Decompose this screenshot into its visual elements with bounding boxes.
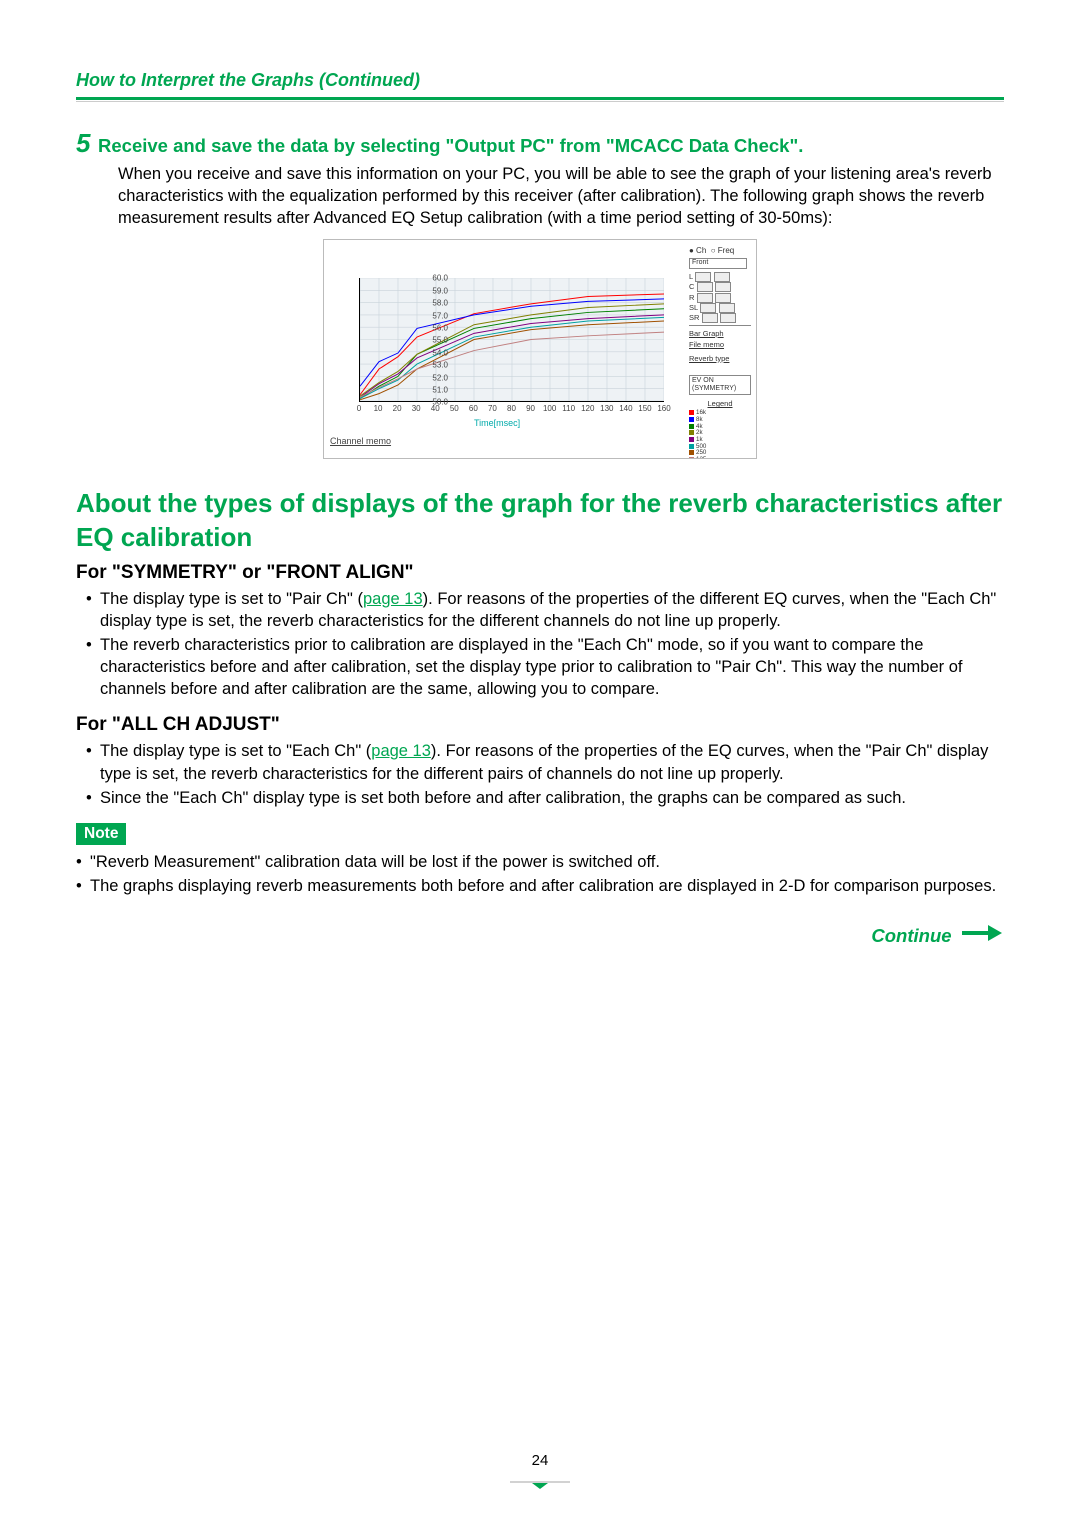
- chart-y-tick-label: 53.0: [432, 361, 448, 370]
- side-row: C: [689, 282, 751, 292]
- side-btn[interactable]: [695, 272, 711, 282]
- page-link[interactable]: page 13: [371, 742, 431, 760]
- bullet-text: The graphs displaying reverb measurement…: [90, 875, 1004, 897]
- page-number: 24: [532, 1452, 549, 1472]
- step-row: 5 Receive and save the data by selecting…: [76, 130, 1004, 158]
- header-rule: [76, 97, 1004, 102]
- chart-x-tick-label: 140: [619, 404, 632, 413]
- chart-channel-memo-label: Channel memo: [330, 436, 391, 446]
- side-row: SL: [689, 303, 751, 313]
- chart-x-tick-label: 50: [450, 404, 459, 413]
- bullet-text: "Reverb Measurement" calibration data wi…: [90, 851, 1004, 873]
- side-row: L: [689, 272, 751, 282]
- bullet-text: Since the "Each Ch" display type is set …: [100, 787, 1004, 809]
- reverb-chart: Time[msec] Channel memo ● Ch ○ Freq Front…: [323, 239, 757, 459]
- side-btn[interactable]: [697, 293, 713, 303]
- bullet-dot: •: [76, 875, 90, 897]
- filememo-link[interactable]: File memo: [689, 340, 751, 349]
- chart-x-tick-label: 120: [581, 404, 594, 413]
- chart-x-tick-label: 10: [374, 404, 383, 413]
- chart-y-tick-label: 58.0: [432, 299, 448, 308]
- chart-x-tick-label: 20: [393, 404, 402, 413]
- channel-dropdown[interactable]: Front: [689, 258, 747, 269]
- chart-y-tick-label: 52.0: [432, 373, 448, 382]
- continue-arrow-icon[interactable]: [962, 925, 1002, 946]
- section-display-types-heading: About the types of displays of the graph…: [76, 487, 1004, 554]
- reverb-type-label: Reverb type: [689, 354, 751, 363]
- chart-y-tick-label: 54.0: [432, 348, 448, 357]
- bullet-dot: •: [86, 787, 100, 809]
- chart-x-tick-label: 100: [543, 404, 556, 413]
- list-item: • The reverb characteristics prior to ca…: [86, 634, 1004, 700]
- chart-x-tick-label: 40: [431, 404, 440, 413]
- radio-ch[interactable]: ● Ch ○ Freq: [689, 246, 751, 256]
- chart-y-tick-label: 55.0: [432, 336, 448, 345]
- side-btn[interactable]: [715, 293, 731, 303]
- chart-y-tick-label: 51.0: [432, 385, 448, 394]
- side-btn[interactable]: [720, 313, 736, 323]
- side-row: SR: [689, 313, 751, 323]
- page-number-ornament-icon: [510, 1476, 570, 1494]
- reverb-type-box: EV ON(SYMMETRY): [689, 375, 751, 395]
- chart-x-tick-label: 150: [638, 404, 651, 413]
- bullet-text: The reverb characteristics prior to cali…: [100, 634, 1004, 700]
- chart-x-tick-label: 130: [600, 404, 613, 413]
- side-btn[interactable]: [715, 282, 731, 292]
- legend-title: Legend: [689, 399, 751, 408]
- bullet-text-part: The display type is set to "Pair Ch" (: [100, 590, 363, 608]
- symmetry-heading: For "SYMMETRY" or "FRONT ALIGN": [76, 562, 1004, 584]
- chart-y-tick-label: 57.0: [432, 311, 448, 320]
- bullet-text-part: The display type is set to "Each Ch" (: [100, 742, 371, 760]
- chart-side-panel: ● Ch ○ Freq Front L C R SL SR Bar Graph Fil…: [689, 246, 751, 459]
- chart-x-tick-label: 80: [507, 404, 516, 413]
- bullet-dot: •: [86, 740, 100, 784]
- side-btn[interactable]: [697, 282, 713, 292]
- step-number: 5: [76, 130, 98, 156]
- chart-x-axis-label: Time[msec]: [474, 418, 520, 428]
- list-item: • Since the "Each Ch" display type is se…: [86, 787, 1004, 809]
- note-badge: Note: [76, 823, 126, 845]
- page-header-title: How to Interpret the Graphs (Continued): [76, 70, 1004, 97]
- allch-bullets: • The display type is set to "Each Ch" (…: [86, 740, 1004, 808]
- page-footer: 24: [0, 1452, 1080, 1494]
- continue-label[interactable]: Continue: [871, 925, 951, 946]
- chart-y-tick-label: 59.0: [432, 286, 448, 295]
- chart-x-tick-label: 0: [357, 404, 361, 413]
- step-body-text: When you receive and save this informati…: [118, 164, 1004, 229]
- continue-row: Continue: [76, 925, 1004, 947]
- side-btn[interactable]: [700, 303, 716, 313]
- allch-heading: For "ALL CH ADJUST": [76, 714, 1004, 736]
- legend-body: 16k8k4k2k1k50025012563: [689, 410, 751, 459]
- note-bullets: • "Reverb Measurement" calibration data …: [76, 851, 1004, 897]
- chart-x-tick-label: 30: [412, 404, 421, 413]
- chart-x-tick-label: 110: [562, 404, 575, 413]
- chart-container: Time[msec] Channel memo ● Ch ○ Freq Front…: [76, 239, 1004, 459]
- chart-plot-area: [359, 278, 664, 402]
- list-item: • The graphs displaying reverb measureme…: [76, 875, 1004, 897]
- side-btn[interactable]: [702, 313, 718, 323]
- bullet-dot: •: [76, 851, 90, 873]
- chart-x-tick-label: 70: [488, 404, 497, 413]
- bullet-dot: •: [86, 588, 100, 632]
- list-item: • "Reverb Measurement" calibration data …: [76, 851, 1004, 873]
- bullet-dot: •: [86, 634, 100, 700]
- step-title: Receive and save the data by selecting "…: [98, 134, 803, 158]
- list-item: • The display type is set to "Pair Ch" (…: [86, 588, 1004, 632]
- side-btn[interactable]: [719, 303, 735, 313]
- chart-x-tick-label: 90: [526, 404, 535, 413]
- side-btn[interactable]: [714, 272, 730, 282]
- chart-y-tick-label: 56.0: [432, 323, 448, 332]
- bargraph-link[interactable]: Bar Graph: [689, 329, 751, 338]
- chart-x-tick-label: 60: [469, 404, 478, 413]
- list-item: • The display type is set to "Each Ch" (…: [86, 740, 1004, 784]
- chart-x-tick-label: 160: [657, 404, 670, 413]
- page-link[interactable]: page 13: [363, 590, 423, 608]
- symmetry-bullets: • The display type is set to "Pair Ch" (…: [86, 588, 1004, 701]
- chart-y-tick-label: 60.0: [432, 274, 448, 283]
- side-row: R: [689, 293, 751, 303]
